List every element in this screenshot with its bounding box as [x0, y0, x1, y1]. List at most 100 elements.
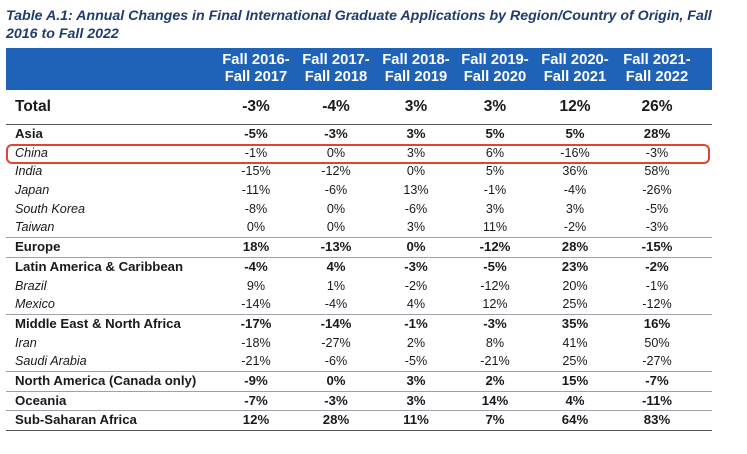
table-cell: -5% — [244, 126, 268, 141]
table-row: Middle East & North Africa -17% -14% -1% -3%… — [6, 313, 712, 334]
table-cell: -8% — [244, 201, 268, 216]
table-cell: 3% — [406, 372, 426, 388]
table-cell: -21% — [480, 354, 510, 369]
table-cell: -18% — [241, 335, 271, 350]
table-cell: 3% — [406, 220, 426, 235]
table-cell: -2% — [404, 278, 428, 293]
table-cell: -3% — [645, 145, 669, 160]
row-label: Iran — [15, 335, 37, 350]
table-cell: 6% — [485, 145, 505, 160]
table-row: India -15% -12% 0% 5% 36% 58% — [6, 162, 712, 181]
table-cell: -7% — [244, 392, 268, 408]
table-cell: 0% — [326, 201, 346, 216]
row-label: Oceania — [15, 392, 67, 408]
row-label: India — [15, 164, 43, 179]
row-label: Asia — [15, 126, 43, 141]
column-header-2: Fall 2017- Fall 2018 — [295, 52, 377, 86]
table-cell: 0% — [326, 145, 346, 160]
table-cell: 8% — [485, 335, 505, 350]
table-cell: 12% — [482, 297, 508, 312]
table-row: Oceania -7% -3% 3% 14% 4% -11% — [6, 390, 712, 411]
table-cell: -11% — [641, 392, 673, 408]
table-cell: -9% — [244, 372, 268, 388]
table-row: Mexico -14% -4% 4% 12% 25% -12% — [6, 295, 712, 314]
table-cell: -4% — [324, 297, 348, 312]
column-header-5: Fall 2020- Fall 2021 — [534, 52, 616, 86]
table-row: Europe 18% -13% 0% -12% 28% -15% — [6, 237, 712, 257]
data-table: Fall 2016- Fall 2017 Fall 2017- Fall 2018 Fa… — [6, 48, 712, 431]
table-cell: -12% — [479, 239, 511, 255]
table-row: Sub-Saharan Africa 12% 28% 11% 7% 64% 83% — [6, 410, 712, 430]
table-cell: -3% — [324, 126, 348, 141]
table-row: China -1% 0% 3% 6% -16% -3% — [6, 144, 712, 163]
table-cell: 4% — [326, 258, 346, 274]
column-header-6: Fall 2021- Fall 2022 — [616, 52, 698, 86]
column-header-line: Fall 2018- — [382, 52, 450, 68]
table-cell: -2% — [645, 258, 669, 274]
table-cell: 5% — [485, 164, 505, 179]
table-cell: -5% — [404, 354, 428, 369]
table-cell: 0% — [406, 164, 426, 179]
row-label: Japan — [15, 183, 50, 198]
table-cell: 9% — [246, 278, 266, 293]
table-cell: 41% — [562, 335, 588, 350]
table-cell: -3% — [404, 258, 428, 274]
column-header-line: Fall 2020 — [463, 69, 527, 85]
table-cell: -12% — [321, 164, 351, 179]
table-cell: 12% — [559, 98, 591, 115]
table-row: Brazil 9% 1% -2% -12% 20% -1% — [6, 277, 712, 296]
table-cell: -3% — [483, 315, 507, 331]
table-cell: 14% — [481, 392, 509, 408]
row-label: China — [15, 145, 48, 160]
table-row: Latin America & Caribbean -4% 4% -3% -5% 23% -… — [6, 256, 712, 277]
row-label: Taiwan — [15, 220, 55, 235]
row-label: Brazil — [15, 278, 47, 293]
table-cell: -1% — [244, 145, 268, 160]
row-label: North America (Canada only) — [15, 372, 197, 388]
table-cell: -26% — [642, 183, 672, 198]
table-row: Iran -18% -27% 2% 8% 41% 50% — [6, 334, 712, 353]
table-cell: -4% — [563, 183, 587, 198]
table-cell: -16% — [560, 145, 590, 160]
table-cell: -6% — [324, 354, 348, 369]
table-cell: 5% — [485, 126, 505, 141]
table-cell: 4% — [406, 297, 426, 312]
table-cell: -21% — [241, 354, 271, 369]
table-cell: 28% — [322, 412, 350, 428]
table-cell: -13% — [320, 239, 352, 255]
column-header-line: Fall 2020- — [541, 52, 609, 68]
table-cell: -2% — [563, 220, 587, 235]
table-cell: 11% — [482, 220, 508, 235]
column-header-line: Fall 2018 — [304, 69, 368, 85]
column-header-3: Fall 2018- Fall 2019 — [375, 52, 457, 86]
table-cell: -14% — [320, 315, 352, 331]
row-label: South Korea — [15, 201, 86, 216]
table-cell: 28% — [643, 126, 671, 141]
table-cell: 0% — [326, 220, 346, 235]
table-cell: 36% — [562, 164, 588, 179]
table-cell: -11% — [241, 183, 271, 198]
column-header-line: Fall 2022 — [625, 69, 689, 85]
row-label: Middle East & North Africa — [15, 315, 181, 331]
column-header-line: Fall 2019 — [384, 69, 448, 85]
table-cell: 2% — [406, 335, 426, 350]
table-body: Total -3% -4% 3% 3% 12% 26% Asia -5% -3% 3% 5% 5% 28%… — [6, 90, 712, 430]
table-cell: 13% — [403, 183, 429, 198]
table-cell: 26% — [641, 98, 673, 115]
row-label: Total — [15, 98, 51, 115]
column-header-line: Fall 2017 — [224, 69, 288, 85]
table-cell: 3% — [483, 98, 507, 115]
table-cell: -4% — [322, 98, 350, 115]
table-cell: 25% — [562, 297, 588, 312]
table-cell: 1% — [326, 278, 346, 293]
table-cell: 12% — [242, 412, 270, 428]
column-header-line: Fall 2021- — [623, 52, 691, 68]
table-cell: -1% — [645, 278, 669, 293]
table-cell: -6% — [404, 201, 428, 216]
table-cell: -27% — [642, 354, 672, 369]
column-header-line: Fall 2019- — [461, 52, 529, 68]
table-cell: 0% — [406, 239, 426, 255]
row-label: Europe — [15, 239, 61, 255]
table-cell: 58% — [644, 164, 670, 179]
column-header-line: Fall 2021 — [543, 69, 607, 85]
